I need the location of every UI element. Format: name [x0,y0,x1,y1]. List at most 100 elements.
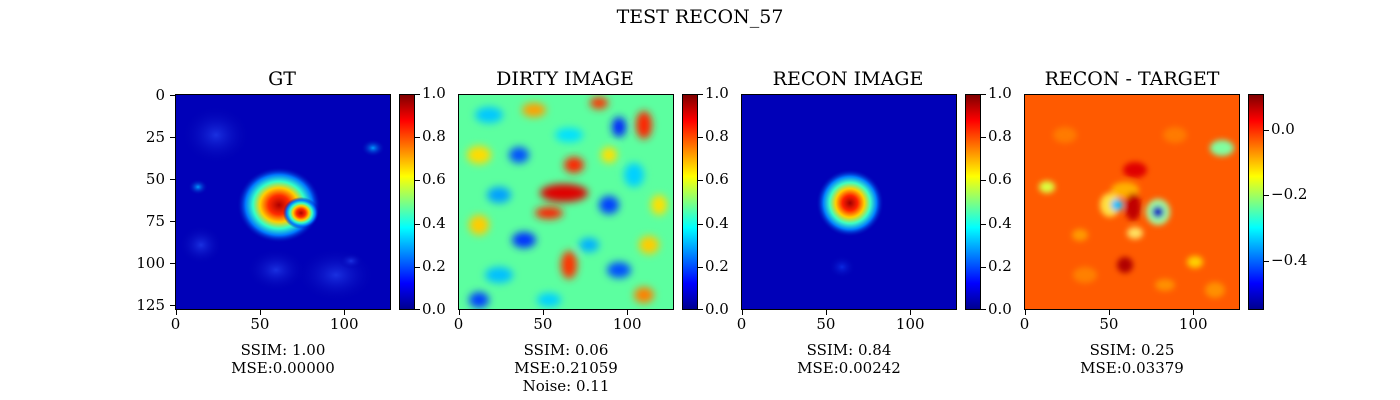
colorbar-tick-label: 0.8 [705,127,729,146]
x-tick-label: 50 [533,315,553,333]
x-tick-label: 0 [736,315,747,333]
panel-gt-title: GT [268,68,296,90]
x-tick-label: 50 [1099,315,1119,333]
tick-mark [415,309,420,310]
tick-mark [698,309,703,310]
caption-line: MSE:0.00000 [231,359,335,377]
colorbar-tick-label: 0.0 [422,300,446,318]
tick-mark [175,310,177,315]
colorbar-tick-label: −0.2 [1271,185,1308,204]
x-tick-label: 0 [453,315,464,333]
panel-recon-colorbar [965,94,981,310]
tick-mark [458,310,460,315]
tick-mark [825,310,827,315]
colorbar-tick-label: 0.4 [422,213,446,232]
tick-mark [698,94,703,95]
tick-mark [415,223,420,225]
tick-mark [698,266,703,268]
caption-line: SSIM: 0.06 [523,341,609,359]
caption-line: SSIM: 1.00 [240,341,326,359]
tick-mark [981,137,986,139]
tick-mark [415,266,420,268]
y-tick-label: 50 [145,169,165,188]
x-tick-label: 100 [895,315,925,333]
colorbar-tick-label: 0.2 [422,256,446,275]
tick-mark [1108,310,1110,315]
tick-mark [741,310,743,315]
panel-gt-colorbar [399,94,415,310]
colorbar-tick-label: 1.0 [422,84,446,102]
tick-mark [1024,310,1026,315]
caption-line: SSIM: 0.84 [806,341,892,359]
colorbar-tick-label: 0.2 [988,256,1012,275]
tick-mark [170,263,175,265]
tick-mark [542,310,544,315]
tick-mark [415,94,420,95]
x-tick-label: 50 [250,315,270,333]
colorbar-tick-label: 0.6 [705,170,729,189]
tick-mark [170,221,175,223]
colorbar-tick-label: 0.6 [988,170,1012,189]
caption-line: MSE:0.21059 [514,359,618,377]
tick-mark [981,180,986,182]
y-tick-label: 0 [155,85,165,104]
y-tick-label: 75 [145,212,165,231]
panel-recon-title: RECON IMAGE [772,68,924,90]
x-tick-label: 100 [329,315,359,333]
caption-line: Noise: 0.11 [522,377,610,395]
tick-mark [1264,195,1269,197]
panel-gt-image [175,94,391,310]
tick-mark [698,137,703,139]
tick-mark [1193,310,1195,315]
y-tick-label: 100 [136,254,165,273]
suptitle: TEST RECON_57 [616,6,784,28]
panel-diff-colorbar [1248,94,1264,310]
tick-mark [910,310,912,315]
colorbar-tick-label: 0.4 [705,213,729,232]
panel-recon-caption: SSIM: 0.84 MSE:0.00242 [749,341,949,377]
panel-diff-caption: SSIM: 0.25 MSE:0.03379 [1032,341,1232,377]
panel-diff-title: RECON - TARGET [1044,68,1220,90]
panel-recon-image [741,94,957,310]
x-tick-label: 100 [1178,315,1208,333]
colorbar-tick-label: 0.0 [1271,120,1295,138]
colorbar-tick-label: 0.8 [988,127,1012,146]
panel-dirty-image [458,94,674,310]
tick-mark [698,180,703,182]
colorbar-tick-label: 0.6 [422,170,446,189]
panel-diff-image [1024,94,1240,310]
x-tick-label: 0 [170,315,181,333]
tick-mark [170,94,175,96]
panel-dirty-caption: SSIM: 0.06 MSE:0.21059 Noise: 0.11 [466,341,666,395]
x-tick-label: 50 [816,315,836,333]
tick-mark [170,305,175,307]
colorbar-tick-label: 0.0 [988,300,1012,318]
tick-mark [981,266,986,268]
colorbar-tick-label: 0.2 [705,256,729,275]
x-tick-label: 0 [1019,315,1030,333]
panel-dirty-colorbar [682,94,698,310]
tick-mark [627,310,629,315]
caption-line: SSIM: 0.25 [1089,341,1175,359]
tick-mark [170,136,175,138]
colorbar-tick-label: −0.4 [1271,250,1308,269]
caption-line: MSE:0.03379 [1080,359,1184,377]
tick-mark [259,310,261,315]
colorbar-tick-label: 0.4 [988,213,1012,232]
tick-mark [415,137,420,139]
y-tick-label: 25 [145,127,165,146]
panel-dirty-title: DIRTY IMAGE [496,68,634,90]
tick-mark [698,223,703,225]
tick-mark [170,178,175,180]
panel-gt-caption: SSIM: 1.00 MSE:0.00000 [183,341,383,377]
tick-mark [981,309,986,310]
y-tick-label: 125 [136,296,165,315]
caption-line: MSE:0.00242 [797,359,901,377]
tick-mark [1264,260,1269,262]
tick-mark [981,94,986,95]
tick-mark [981,223,986,225]
x-tick-label: 100 [612,315,642,333]
tick-mark [415,180,420,182]
colorbar-tick-label: 1.0 [705,84,729,102]
colorbar-tick-label: 1.0 [988,84,1012,102]
